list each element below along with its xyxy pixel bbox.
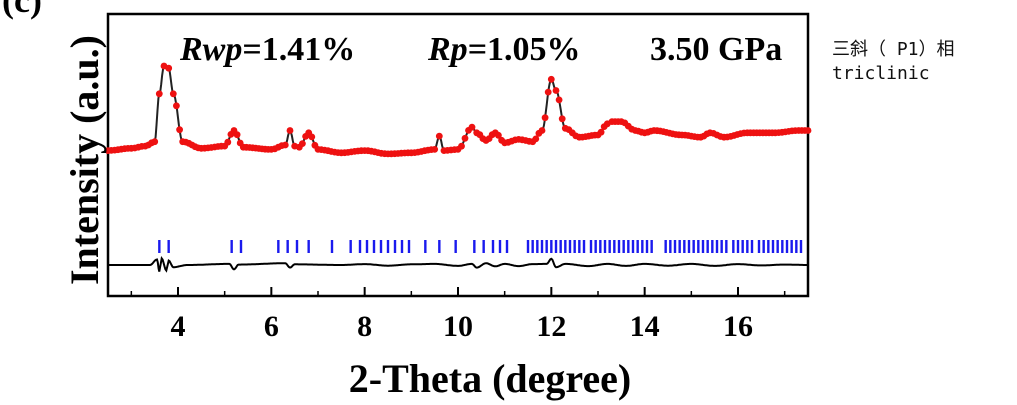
- observed-point: [558, 115, 566, 123]
- stat-rwp: Rwp=1.41%: [179, 31, 355, 68]
- stat-rp-name: Rp: [427, 31, 468, 68]
- observed-point: [597, 128, 605, 136]
- panel-label: (c): [2, 0, 42, 20]
- x-tick-label: 12: [536, 310, 566, 343]
- annotation: 三斜（ P1）相 triclinic: [832, 38, 955, 86]
- stat-rwp-name: Rwp: [179, 31, 242, 68]
- observed-point: [299, 140, 306, 148]
- observed-points: [104, 62, 812, 158]
- stat-rwp-value: =1.41%: [242, 31, 355, 68]
- observed-point: [461, 134, 469, 142]
- observed-point: [541, 114, 549, 122]
- observed-point: [538, 127, 546, 134]
- reflection-markers: [158, 240, 803, 253]
- x-tick-label: 8: [357, 310, 372, 343]
- observed-point: [233, 131, 241, 139]
- x-tick-label: 10: [443, 310, 473, 343]
- x-ticks: 4 6 8 10 12 14 16: [130, 287, 786, 343]
- observed-point: [495, 131, 502, 139]
- observed-point: [431, 146, 439, 153]
- observed-point: [165, 64, 173, 72]
- difference-curve: [108, 255, 808, 273]
- observed-point: [286, 127, 294, 134]
- annotation-phase: 三斜（ P1）相: [832, 39, 955, 60]
- observed-point: [281, 141, 289, 149]
- observed-point: [169, 90, 177, 98]
- observed-point: [547, 75, 555, 83]
- observed-point: [155, 90, 163, 98]
- calculated-curve: [107, 64, 808, 155]
- x-tick-label: 14: [630, 310, 660, 343]
- observed-point: [544, 88, 552, 96]
- observed-point: [458, 142, 465, 150]
- observed-point: [308, 133, 316, 141]
- observed-point: [435, 132, 443, 140]
- x-tick-label: 6: [264, 310, 279, 343]
- y-axis-label: Intensity (a.u.): [62, 35, 107, 285]
- observed-point: [532, 135, 540, 143]
- x-axis-label: 2-Theta (degree): [349, 356, 632, 401]
- stat-rp: Rp=1.05%: [427, 31, 581, 68]
- observed-point: [468, 123, 476, 131]
- observed-point: [173, 102, 180, 110]
- observed-point: [804, 127, 812, 134]
- x-tick-label: 4: [171, 310, 186, 343]
- stat-pressure: 3.50 GPa: [650, 31, 782, 68]
- stat-rp-value: =1.05%: [468, 31, 581, 68]
- observed-point: [555, 96, 563, 104]
- observed-point: [151, 138, 159, 146]
- x-tick-label: 16: [723, 310, 753, 343]
- annotation-triclinic: triclinic: [832, 63, 930, 84]
- observed-point: [224, 138, 232, 146]
- observed-point: [176, 126, 184, 134]
- observed-point: [552, 87, 560, 94]
